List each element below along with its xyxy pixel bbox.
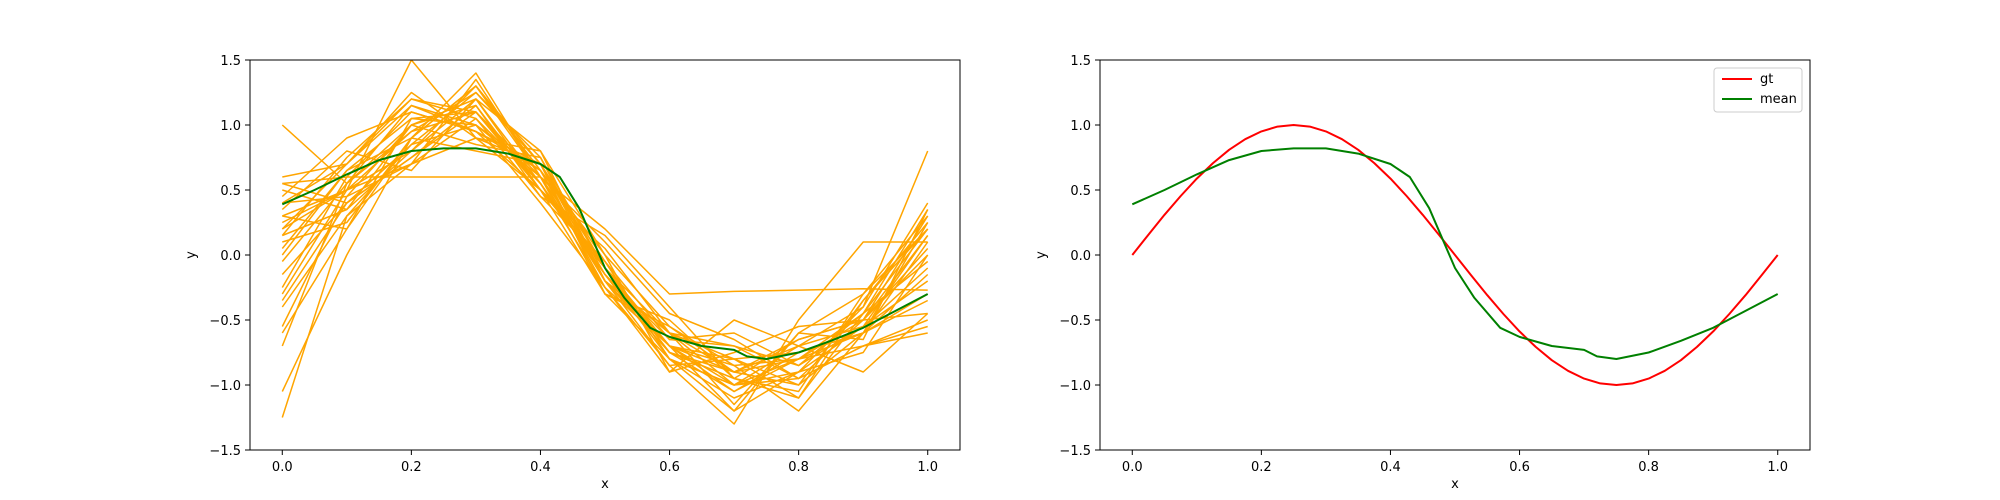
sample-line [281, 98, 929, 393]
sample-line [281, 91, 929, 386]
y-tick-label: 0.0 [220, 249, 241, 264]
gt-vs-mean-ticks: 0.0 0.2 0.4 0.6 0.8 1.0 −1.5 −1.0 −0.5 0.0 0.5 1.0 1… [1059, 54, 1788, 475]
mean-line [1131, 147, 1779, 360]
sample-line [281, 124, 929, 393]
y-tick-label: 0.5 [220, 184, 241, 199]
x-tick-label: 1.0 [1767, 460, 1788, 475]
x-tick-label: 0.6 [1509, 460, 1530, 475]
x-tick-label: 0.0 [272, 460, 293, 475]
sample-line [282, 111, 929, 386]
y-tick-label: 1.0 [220, 119, 241, 134]
y-tick-label: −0.5 [1059, 314, 1091, 329]
sample-line [281, 98, 929, 367]
gt-vs-mean-subplot: 0.0 0.2 0.4 0.6 0.8 1.0 −1.5 −1.0 −0.5 0.0 0.5 1.0 1… [1034, 54, 1811, 492]
sample-line [282, 137, 929, 406]
y-tick-label: 0.5 [1070, 184, 1091, 199]
x-tick-label: 0.4 [530, 460, 551, 475]
x-tick-label: 0.6 [659, 460, 680, 475]
sample-line [281, 85, 929, 367]
y-tick-label: −1.5 [1059, 444, 1091, 459]
x-tick-label: 1.0 [917, 460, 938, 475]
sample-line [281, 104, 929, 373]
sample-line [281, 111, 929, 367]
x-tick-label: 0.0 [1122, 460, 1143, 475]
x-tick-label: 0.8 [1638, 460, 1659, 475]
y-tick-label: 1.5 [220, 54, 241, 69]
sample-line [281, 104, 929, 399]
gt-vs-mean-plot-area [1131, 124, 1779, 386]
y-tick-label: −1.5 [209, 444, 241, 459]
gt-vs-mean-ylabel: y [1034, 251, 1049, 259]
samples-plot-area [281, 60, 929, 425]
y-tick-label: 0.0 [1070, 249, 1091, 264]
y-tick-label: 1.5 [1070, 54, 1091, 69]
samples-ylabel: y [184, 251, 199, 259]
x-tick-label: 0.8 [788, 460, 809, 475]
y-tick-label: −0.5 [209, 314, 241, 329]
legend-label-mean: mean [1760, 92, 1797, 107]
y-tick-label: −1.0 [1059, 379, 1091, 394]
legend: gt mean [1713, 67, 1803, 113]
x-tick-label: 0.2 [1251, 460, 1272, 475]
samples-subplot: 0.0 0.2 0.4 0.6 0.8 1.0 −1.5 −1.0 −0.5 0.0 0.5 1.0 1… [184, 54, 961, 492]
sample-line [282, 117, 928, 380]
samples-xlabel: x [601, 477, 609, 492]
y-tick-label: 1.0 [1070, 119, 1091, 134]
sample-line [281, 111, 929, 367]
x-tick-label: 0.4 [1380, 460, 1401, 475]
legend-label-gt: gt [1760, 72, 1773, 87]
y-tick-label: −1.0 [209, 379, 241, 394]
samples-ticks: 0.0 0.2 0.4 0.6 0.8 1.0 −1.5 −1.0 −0.5 0.0 0.5 1.0 1… [209, 54, 938, 475]
mean-line [281, 147, 929, 360]
x-tick-label: 0.2 [401, 460, 422, 475]
gt-line [1131, 124, 1779, 386]
gt-vs-mean-xlabel: x [1451, 477, 1459, 492]
